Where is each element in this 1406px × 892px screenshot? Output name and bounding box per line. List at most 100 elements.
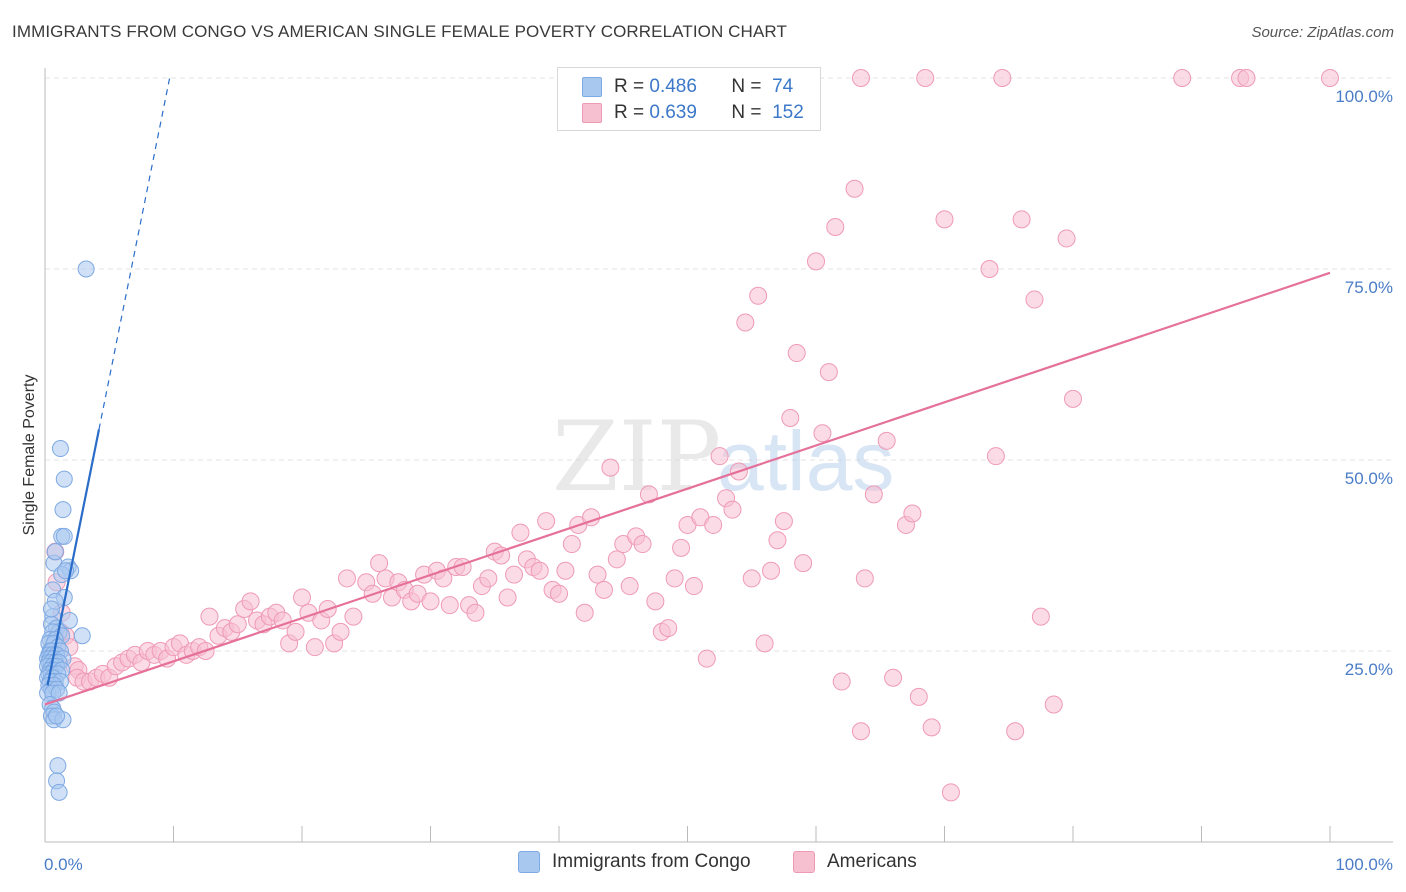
americans-point — [537, 512, 556, 531]
americans-point — [562, 535, 581, 554]
legend-n-label: N = — [731, 76, 762, 97]
legend-n-label: N = — [731, 102, 762, 123]
legend-item-americans[interactable]: Americans — [793, 851, 917, 873]
americans-point — [762, 561, 781, 580]
congo-point — [51, 440, 69, 458]
americans-point — [479, 569, 498, 588]
americans-point — [305, 638, 324, 657]
y-tick-label: 25.0% — [1345, 660, 1393, 679]
americans-point — [855, 569, 874, 588]
americans-point — [505, 565, 524, 584]
americans-point — [440, 596, 459, 615]
americans-point — [1044, 695, 1063, 714]
americans-point — [665, 569, 684, 588]
americans-point — [884, 668, 903, 687]
americans-point — [768, 531, 787, 550]
americans-point — [845, 179, 864, 198]
americans-point — [986, 447, 1005, 466]
legend-swatch-congo — [518, 851, 540, 873]
congo-point — [77, 260, 95, 278]
americans-point — [370, 554, 389, 573]
legend-swatch-americans — [582, 103, 602, 123]
americans-point — [704, 515, 723, 534]
americans-point — [736, 313, 755, 332]
americans-point — [909, 687, 928, 706]
americans-point — [511, 523, 530, 542]
americans-point — [877, 431, 896, 450]
congo-points — [39, 260, 95, 801]
americans-point — [1057, 229, 1076, 248]
americans-point — [633, 535, 652, 554]
americans-point — [550, 584, 568, 603]
americans-point — [787, 344, 806, 363]
americans-point — [710, 447, 729, 466]
trend-lines — [44, 77, 1331, 706]
americans-point — [826, 217, 845, 236]
y-axis-label: Single Female Poverty — [21, 375, 38, 536]
congo-point — [60, 611, 78, 629]
americans-point — [466, 603, 485, 622]
americans-point — [337, 569, 356, 588]
grid-lines — [45, 77, 1393, 652]
americans-point — [832, 672, 851, 691]
americans-point — [993, 69, 1012, 87]
congo-point — [50, 783, 68, 801]
congo-trend-extension — [98, 77, 171, 430]
americans-point — [672, 538, 691, 557]
americans-point — [697, 649, 716, 668]
legend-r-label: R = — [614, 76, 645, 97]
congo-point — [73, 627, 91, 645]
legend-r-value: 0.486 — [649, 76, 697, 97]
americans-point — [601, 458, 620, 477]
americans-point — [344, 607, 363, 626]
americans-point — [684, 577, 703, 596]
americans-point — [807, 252, 825, 271]
legend-row-americans: R = 0.639 N = 152 — [582, 100, 804, 126]
legend-r-value: 0.639 — [649, 102, 697, 123]
americans-point — [200, 607, 219, 626]
legend-r-label: R = — [614, 102, 645, 123]
americans-point — [903, 504, 922, 523]
americans-point — [286, 622, 305, 641]
americans-point — [293, 588, 311, 607]
americans-point — [819, 363, 838, 382]
americans-point — [1025, 290, 1044, 309]
americans-point — [935, 210, 954, 229]
y-tick-label: 100.0% — [1335, 87, 1393, 106]
congo-point — [54, 501, 72, 519]
americans-point — [646, 592, 665, 611]
americans-point — [639, 485, 658, 504]
chart-title: IMMIGRANTS FROM CONGO VS AMERICAN SINGLE… — [12, 22, 787, 41]
americans-point — [421, 592, 440, 611]
americans-point — [851, 69, 870, 87]
americans-point — [241, 592, 260, 611]
congo-point — [48, 707, 66, 725]
americans-point — [922, 718, 941, 737]
americans-point — [594, 580, 613, 599]
americans-point — [980, 260, 999, 278]
congo-point — [49, 757, 67, 775]
legend-swatch-congo — [582, 77, 602, 97]
americans-point — [228, 615, 247, 634]
legend-item-congo[interactable]: Immigrants from Congo — [518, 851, 751, 873]
americans-point — [723, 500, 742, 519]
americans-point — [916, 69, 935, 87]
y-tick-label: 75.0% — [1345, 278, 1393, 297]
americans-point — [742, 569, 761, 588]
americans-point — [941, 783, 960, 802]
americans-point — [498, 588, 517, 607]
x-tick-label: 100.0% — [1335, 855, 1393, 874]
americans-point — [1012, 210, 1031, 229]
americans-point — [1173, 69, 1192, 87]
americans-point — [851, 722, 870, 741]
series-legend: Immigrants from Congo Americans — [0, 851, 1406, 879]
americans-point — [813, 424, 832, 443]
congo-point — [55, 527, 73, 545]
legend-label-americans: Americans — [827, 851, 917, 872]
americans-point — [1237, 69, 1256, 87]
americans-point — [1064, 389, 1082, 408]
correlation-legend: R = 0.486 N = 74 R = 0.639 N = 152 — [557, 67, 821, 131]
americans-point — [1321, 69, 1339, 87]
americans-point — [620, 577, 639, 596]
